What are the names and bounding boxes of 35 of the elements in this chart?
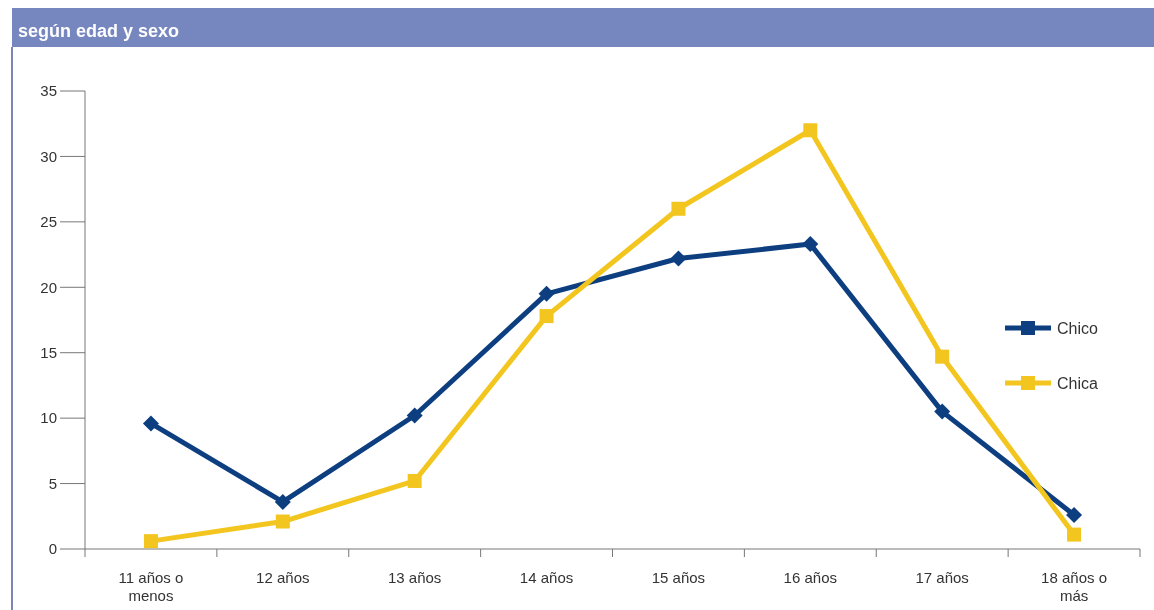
y-tick-label: 35 bbox=[40, 82, 57, 100]
point bbox=[671, 201, 686, 216]
point bbox=[934, 403, 951, 420]
point bbox=[802, 236, 819, 253]
point bbox=[1067, 527, 1082, 542]
y-tick-label: 30 bbox=[40, 147, 57, 165]
y-tick-label: 10 bbox=[40, 409, 57, 427]
point bbox=[935, 349, 950, 364]
point bbox=[407, 473, 422, 488]
x-tick-label: 16 años bbox=[783, 569, 838, 586]
x-tick-label: 17 años bbox=[915, 569, 969, 586]
x-tick-label: 15 años bbox=[651, 569, 706, 586]
y-tick-label: 25 bbox=[40, 213, 57, 231]
x-tick-label: 14 años bbox=[519, 569, 574, 586]
point bbox=[539, 309, 554, 324]
x-tick-label: 13 años bbox=[387, 569, 442, 586]
y-tick-label: 5 bbox=[48, 474, 57, 492]
x-tick-label: 12 años bbox=[256, 569, 310, 586]
point bbox=[803, 123, 818, 138]
point bbox=[143, 534, 158, 549]
point bbox=[275, 514, 290, 529]
point bbox=[142, 415, 159, 432]
chart-title: según edad y sexo bbox=[18, 21, 180, 41]
point bbox=[670, 250, 687, 267]
x-tick-label: 18 años o más bbox=[1041, 569, 1108, 604]
point bbox=[538, 285, 555, 302]
x-tick-label: 11 años o menos bbox=[118, 569, 184, 604]
legend-label: Chica bbox=[1057, 374, 1099, 392]
point bbox=[406, 407, 423, 424]
y-tick-label: 20 bbox=[40, 278, 57, 296]
point bbox=[1066, 506, 1083, 523]
legend-label: Chico bbox=[1057, 319, 1099, 337]
point bbox=[274, 493, 291, 510]
y-tick-label: 0 bbox=[48, 540, 57, 558]
y-tick-label: 15 bbox=[40, 343, 57, 361]
